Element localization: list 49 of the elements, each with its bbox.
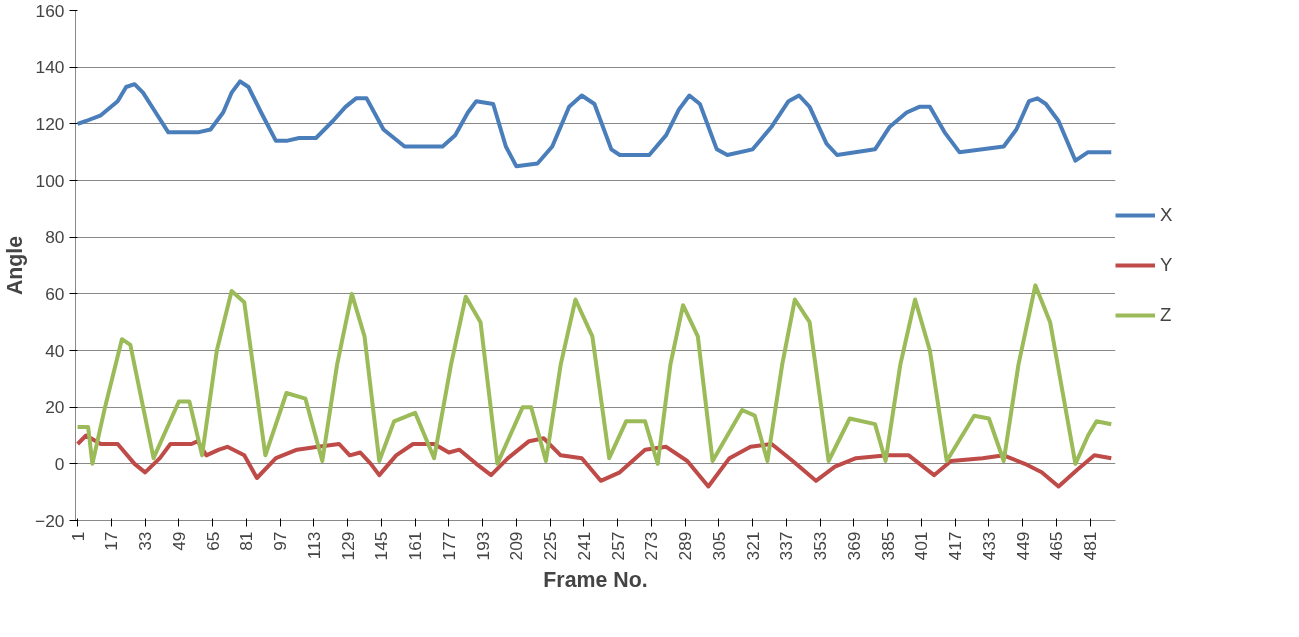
x-tick-label: 337 [776,531,797,561]
x-tick-label: 465 [1046,531,1067,561]
x-tick-label: 433 [978,531,999,561]
x-tick-label: 177 [438,531,459,561]
x-axis-title: Frame No. [543,568,648,593]
legend-label: X [1160,204,1174,226]
x-tick-label: 113 [303,531,324,560]
y-tick-label: 140 [35,57,65,78]
x-tick-label: 225 [540,531,561,561]
y-tick-label: 100 [35,170,65,191]
x-tick-label: 129 [337,531,358,561]
x-tick-label: 321 [742,531,763,561]
y-tick-label: 20 [45,397,65,418]
x-tick-label: 193 [472,531,493,561]
y-tick-label: 120 [35,113,65,134]
legend-label: Y [1160,254,1174,276]
x-tick-label: 273 [641,531,662,561]
x-tick-label: 1 [67,531,88,542]
y-tick-label: 80 [45,227,65,248]
x-tick-label: 449 [1012,531,1033,561]
x-tick-label: 241 [573,531,594,561]
x-tick-label: 417 [945,531,966,561]
line-series [75,283,1114,466]
x-tick-label: 257 [607,531,628,561]
x-tick-label: 289 [675,531,696,561]
x-tick-label: 33 [135,531,156,551]
line-series [75,79,1114,169]
line-series [75,433,1114,489]
x-tick-label: 97 [270,531,291,551]
y-tick-label: −20 [35,510,65,531]
x-tick-label: 65 [202,531,223,551]
y-tick-label: 40 [45,340,65,361]
x-tick-label: 209 [506,531,527,561]
x-tick-label: 17 [101,531,122,551]
x-tick-label: 49 [168,531,189,551]
x-tick-label: 353 [810,531,831,561]
x-tick-label: 161 [405,531,426,561]
legend-label: Z [1160,304,1173,326]
x-tick-label: 385 [877,531,898,561]
x-tick-label: 305 [708,531,729,561]
y-axis-title: Angle [3,235,28,296]
x-tick-label: 81 [236,531,257,551]
y-tick-label: 60 [45,283,65,304]
x-tick-label: 145 [371,531,392,561]
y-tick-label: 0 [54,453,65,474]
x-tick-label: 369 [843,531,864,561]
x-tick-label: 401 [911,531,932,561]
x-tick-label: 481 [1080,531,1101,561]
y-tick-label: 160 [35,0,65,21]
